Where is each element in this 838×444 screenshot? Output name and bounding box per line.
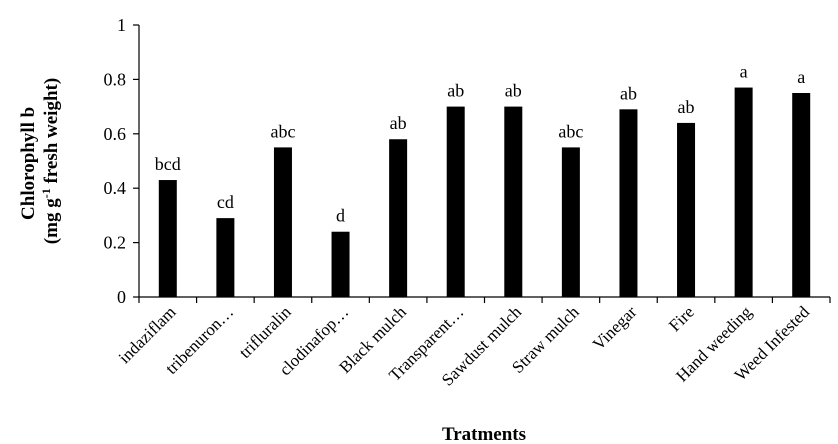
- y-axis-ticks: 0 0.2 0.4 0.6 0.8 1: [104, 15, 139, 307]
- bar-sawdust-mulch: [504, 106, 523, 297]
- chart-axes: [138, 25, 830, 298]
- data-label: abc: [270, 121, 295, 141]
- data-label: a: [797, 67, 805, 87]
- y-tick-label: 0.2: [104, 233, 127, 253]
- bar-trifluralin: [273, 147, 292, 297]
- y-axis-title-unit-sup: -1: [39, 188, 53, 198]
- bar-hand-weeding: [734, 87, 753, 297]
- bar-clodinafop: [331, 231, 350, 297]
- data-label: a: [740, 62, 748, 82]
- bar-vinegar: [619, 109, 638, 297]
- y-tick-label: 0.8: [104, 69, 127, 89]
- data-label: ab: [505, 81, 522, 101]
- data-label: abc: [558, 121, 583, 141]
- bar-transparent: [446, 106, 465, 297]
- bar-black-mulch: [389, 139, 408, 297]
- y-axis-title-line2: (mg g-1 fresh weight): [39, 78, 62, 244]
- bar-straw-mulch: [561, 147, 580, 297]
- y-tick-label: 0: [117, 287, 126, 307]
- x-axis-ticks: [138, 297, 831, 303]
- y-axis-title-unit-pre: (mg g: [41, 198, 62, 244]
- y-tick-label: 0.6: [104, 124, 127, 144]
- bar-fire: [677, 122, 696, 297]
- data-label: ab: [390, 113, 407, 133]
- y-axis-title-unit-post: fresh weight): [41, 78, 62, 188]
- bar-tribenuron: [216, 218, 235, 297]
- category-labels: indaziflamtribenuron…trifluralinclodinaf…: [115, 302, 814, 390]
- data-label: ab: [678, 97, 695, 117]
- data-label: cd: [217, 192, 234, 212]
- y-axis-title: Chlorophyll b (mg g-1 fresh weight): [18, 78, 62, 244]
- data-labels: bcd cd abc d ab ab ab abc ab ab a a: [155, 62, 805, 226]
- data-label: bcd: [155, 154, 181, 174]
- data-label: ab: [447, 81, 464, 101]
- category-label: trifluralin: [235, 302, 295, 362]
- bar-series: [158, 87, 811, 297]
- data-label: d: [336, 206, 345, 226]
- x-axis-title: Tratments: [442, 424, 526, 444]
- bar-indaziflam: [158, 180, 177, 297]
- data-label: ab: [620, 83, 637, 103]
- y-axis-title-line1: Chlorophyll b: [18, 107, 39, 220]
- category-label: Vinegar: [589, 302, 641, 354]
- y-tick-label: 1: [117, 15, 126, 35]
- y-tick-label: 0.4: [104, 178, 127, 198]
- category-label: Fire: [665, 302, 698, 335]
- bar-weed-infested: [792, 93, 811, 297]
